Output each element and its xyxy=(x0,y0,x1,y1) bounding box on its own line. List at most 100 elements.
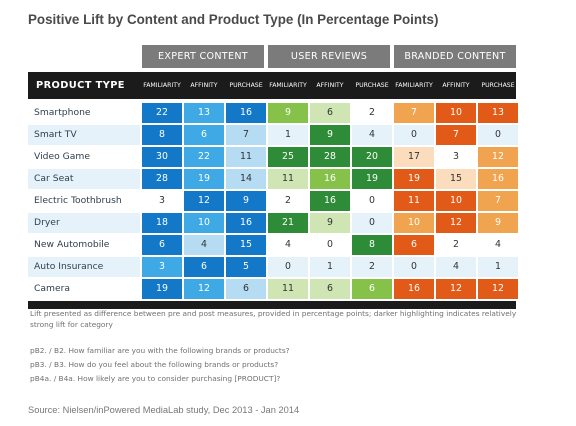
column-header-user-reviews-familiarity: FAMILIARITY xyxy=(269,82,307,89)
cell-expert-content-affinity: 10 xyxy=(184,213,224,233)
cell-user-reviews-purchase: 0 xyxy=(352,213,392,233)
cell-expert-content-familiarity: 8 xyxy=(142,125,182,145)
cell-branded-content-purchase: 12 xyxy=(478,279,518,299)
cell-user-reviews-familiarity: 2 xyxy=(268,191,308,211)
cell-user-reviews-purchase: 0 xyxy=(352,191,392,211)
column-header-user-reviews-purchase: PURCHASE xyxy=(355,82,389,89)
cell-branded-content-familiarity: 7 xyxy=(394,103,434,123)
cell-expert-content-affinity: 19 xyxy=(184,169,224,189)
row-label: Electric Toothbrush xyxy=(28,191,140,211)
lift-note-line-2: strong lift for category xyxy=(30,320,113,329)
cell-user-reviews-purchase: 6 xyxy=(352,279,392,299)
cell-expert-content-affinity: 6 xyxy=(184,125,224,145)
cell-branded-content-purchase: 12 xyxy=(478,147,518,167)
cell-branded-content-affinity: 3 xyxy=(436,147,476,167)
cell-expert-content-affinity: 12 xyxy=(184,191,224,211)
cell-expert-content-purchase: 11 xyxy=(226,147,266,167)
column-header-branded-content-purchase: PURCHASE xyxy=(481,82,515,89)
column-header-row: PRODUCT TYPE FAMILIARITY AFFINITY PURCHASE… xyxy=(28,72,516,99)
cell-expert-content-familiarity: 19 xyxy=(142,279,182,299)
cell-branded-content-familiarity: 17 xyxy=(394,147,434,167)
cell-branded-content-familiarity: 16 xyxy=(394,279,434,299)
cell-branded-content-purchase: 7 xyxy=(478,191,518,211)
cell-user-reviews-affinity: 6 xyxy=(310,279,350,299)
cell-user-reviews-affinity: 9 xyxy=(310,213,350,233)
column-header-user-reviews-affinity: AFFINITY xyxy=(316,82,344,89)
question-note-familiarity: pB2. / B2. How familiar are you with the… xyxy=(30,346,290,355)
cell-branded-content-affinity: 10 xyxy=(436,103,476,123)
cell-user-reviews-purchase: 2 xyxy=(352,257,392,277)
cell-expert-content-purchase: 7 xyxy=(226,125,266,145)
cell-user-reviews-familiarity: 9 xyxy=(268,103,308,123)
group-header-user-reviews: USER REVIEWS xyxy=(268,45,390,68)
cell-expert-content-familiarity: 30 xyxy=(142,147,182,167)
question-note-purchase: pB4a. / B4a. How likely are you to consi… xyxy=(30,374,281,383)
cell-user-reviews-affinity: 9 xyxy=(310,125,350,145)
cell-expert-content-purchase: 9 xyxy=(226,191,266,211)
cell-branded-content-purchase: 1 xyxy=(478,257,518,277)
cell-user-reviews-affinity: 16 xyxy=(310,191,350,211)
cell-expert-content-affinity: 4 xyxy=(184,235,224,255)
lift-note-line-1: Lift presented as difference between pre… xyxy=(30,309,517,318)
row-label: Video Game xyxy=(28,147,140,167)
cell-user-reviews-familiarity: 25 xyxy=(268,147,308,167)
table-row-smart-tv: Smart TV 8 6 7 1 9 4 0 7 0 xyxy=(28,125,518,145)
row-label: Dryer xyxy=(28,213,140,233)
cell-user-reviews-familiarity: 11 xyxy=(268,169,308,189)
question-note-affinity: pB3. / B3. How do you feel about the fol… xyxy=(30,360,279,369)
cell-expert-content-affinity: 22 xyxy=(184,147,224,167)
row-label: New Automobile xyxy=(28,235,140,255)
cell-expert-content-purchase: 16 xyxy=(226,103,266,123)
group-header-expert-content: EXPERT CONTENT xyxy=(142,45,264,68)
cell-user-reviews-familiarity: 0 xyxy=(268,257,308,277)
cell-user-reviews-purchase: 19 xyxy=(352,169,392,189)
cell-branded-content-familiarity: 11 xyxy=(394,191,434,211)
cell-expert-content-familiarity: 6 xyxy=(142,235,182,255)
cell-branded-content-affinity: 12 xyxy=(436,279,476,299)
cell-user-reviews-affinity: 0 xyxy=(310,235,350,255)
column-header-branded-content-affinity: AFFINITY xyxy=(442,82,470,89)
cell-expert-content-familiarity: 18 xyxy=(142,213,182,233)
cell-branded-content-familiarity: 6 xyxy=(394,235,434,255)
cell-branded-content-purchase: 4 xyxy=(478,235,518,255)
cell-expert-content-purchase: 5 xyxy=(226,257,266,277)
cell-user-reviews-purchase: 20 xyxy=(352,147,392,167)
row-label: Camera xyxy=(28,279,140,299)
cell-expert-content-affinity: 6 xyxy=(184,257,224,277)
column-header-expert-content-affinity: AFFINITY xyxy=(190,82,218,89)
cell-branded-content-familiarity: 10 xyxy=(394,213,434,233)
chart-title: Positive Lift by Content and Product Typ… xyxy=(28,12,439,27)
cell-user-reviews-affinity: 28 xyxy=(310,147,350,167)
cell-expert-content-affinity: 13 xyxy=(184,103,224,123)
column-header-expert-content-familiarity: FAMILIARITY xyxy=(143,82,181,89)
cell-expert-content-familiarity: 3 xyxy=(142,257,182,277)
cell-user-reviews-familiarity: 11 xyxy=(268,279,308,299)
column-header-expert-content-purchase: PURCHASE xyxy=(229,82,263,89)
table-bottom-bar xyxy=(28,301,516,309)
cell-expert-content-purchase: 6 xyxy=(226,279,266,299)
cell-expert-content-purchase: 15 xyxy=(226,235,266,255)
cell-expert-content-familiarity: 22 xyxy=(142,103,182,123)
table-row-dryer: Dryer 18 10 16 21 9 0 10 12 9 xyxy=(28,213,518,233)
cell-user-reviews-familiarity: 4 xyxy=(268,235,308,255)
source-note: Source: Nielsen/inPowered MediaLab study… xyxy=(28,405,300,415)
cell-branded-content-affinity: 4 xyxy=(436,257,476,277)
table-row-new-automobile: New Automobile 6 4 15 4 0 8 6 2 4 xyxy=(28,235,518,255)
product-type-header: PRODUCT TYPE xyxy=(36,80,125,91)
column-header-branded-content-familiarity: FAMILIARITY xyxy=(395,82,433,89)
cell-user-reviews-affinity: 16 xyxy=(310,169,350,189)
table-row-smartphone: Smartphone 22 13 16 9 6 2 7 10 13 xyxy=(28,103,518,123)
table-row-video-game: Video Game 30 22 11 25 28 20 17 3 12 xyxy=(28,147,518,167)
cell-expert-content-purchase: 14 xyxy=(226,169,266,189)
cell-expert-content-familiarity: 3 xyxy=(142,191,182,211)
cell-branded-content-purchase: 16 xyxy=(478,169,518,189)
cell-user-reviews-purchase: 2 xyxy=(352,103,392,123)
cell-user-reviews-familiarity: 1 xyxy=(268,125,308,145)
cell-user-reviews-affinity: 6 xyxy=(310,103,350,123)
cell-expert-content-purchase: 16 xyxy=(226,213,266,233)
cell-branded-content-affinity: 12 xyxy=(436,213,476,233)
cell-branded-content-purchase: 0 xyxy=(478,125,518,145)
row-label: Auto Insurance xyxy=(28,257,140,277)
group-header-branded-content: BRANDED CONTENT xyxy=(394,45,516,68)
cell-expert-content-affinity: 12 xyxy=(184,279,224,299)
